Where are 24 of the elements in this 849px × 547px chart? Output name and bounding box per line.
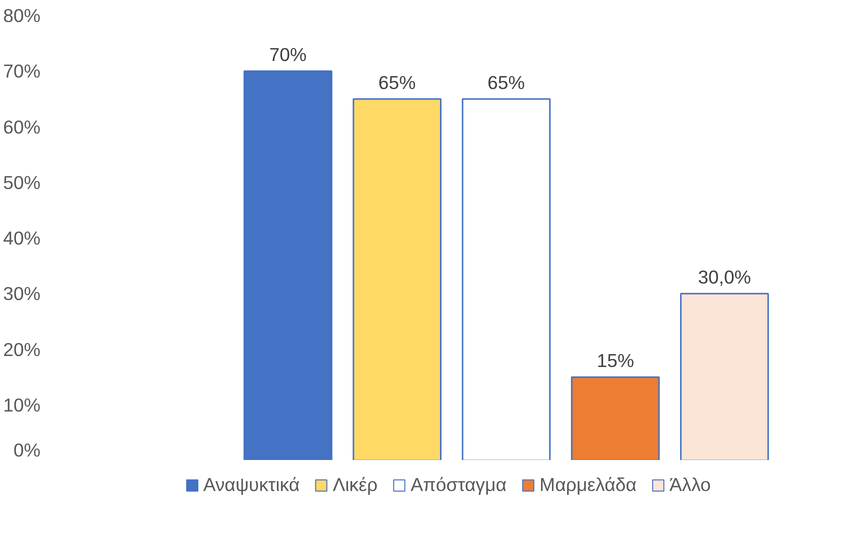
- data-label: 30,0%: [698, 266, 751, 288]
- y-tick-label: 80%: [3, 5, 41, 26]
- data-label: 65%: [488, 72, 525, 93]
- bar: [680, 292, 769, 460]
- bar: [352, 98, 442, 460]
- y-tick-label: 40%: [3, 228, 41, 248]
- data-label: 65%: [378, 72, 416, 93]
- y-tick-label: 10%: [3, 394, 41, 416]
- data-label: 70%: [269, 44, 307, 66]
- y-tick-label: 50%: [3, 172, 41, 193]
- y-tick-label: 0%: [14, 440, 41, 460]
- legend-label: Μαρμελάδα: [540, 474, 637, 496]
- legend-label: Απόσταγμα: [410, 474, 507, 496]
- legend-label: Λικέρ: [332, 474, 378, 496]
- data-label: 15%: [596, 350, 634, 372]
- y-tick-label: 30%: [3, 283, 41, 304]
- y-tick-label: 20%: [3, 338, 41, 360]
- bar: [244, 70, 332, 460]
- y-tick-label: 60%: [3, 116, 41, 138]
- legend-label: Αναψυκτικά: [203, 474, 300, 496]
- bar: [462, 98, 551, 460]
- bar: [570, 376, 660, 460]
- legend-label: Άλλο: [670, 474, 711, 496]
- y-tick-label: 70%: [3, 60, 41, 82]
